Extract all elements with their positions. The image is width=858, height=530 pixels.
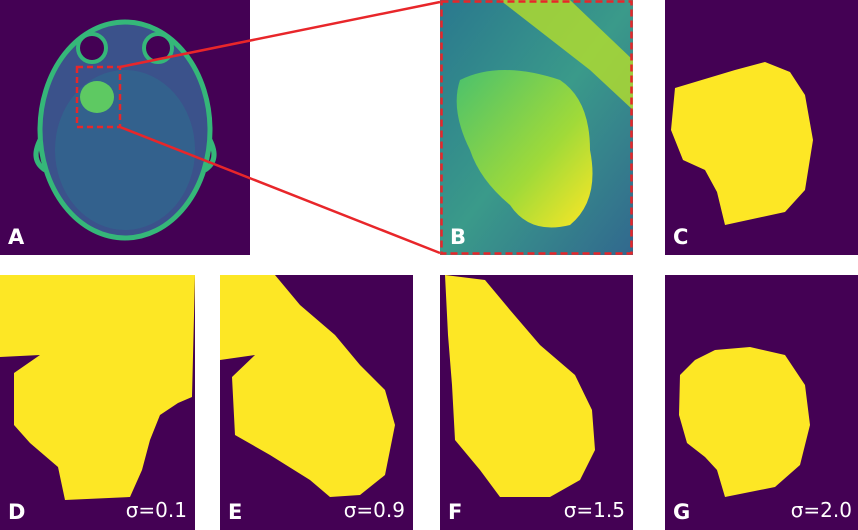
panel-label: B xyxy=(450,225,466,249)
panel-e: E σ=0.9 xyxy=(220,275,413,530)
panel-d: D σ=0.1 xyxy=(0,275,195,530)
panel-a: A xyxy=(0,0,250,255)
panel-b: B xyxy=(440,0,633,255)
sigma-label: σ=1.5 xyxy=(564,498,625,522)
sigma-label: σ=0.9 xyxy=(344,498,405,522)
panel-label: G xyxy=(673,500,690,524)
zoom-line xyxy=(119,0,441,69)
panel-g: G σ=2.0 xyxy=(665,275,858,530)
panel-label: D xyxy=(8,500,25,524)
sigma-label: σ=2.0 xyxy=(791,498,852,522)
panel-f: F σ=1.5 xyxy=(440,275,633,530)
panel-label: E xyxy=(228,500,242,524)
panel-label: F xyxy=(448,500,462,524)
panel-label: A xyxy=(8,225,25,249)
sigma-label: σ=0.1 xyxy=(126,498,187,522)
panel-c: C xyxy=(665,0,858,255)
zoom-line xyxy=(119,125,441,255)
panel-label: C xyxy=(673,225,688,249)
